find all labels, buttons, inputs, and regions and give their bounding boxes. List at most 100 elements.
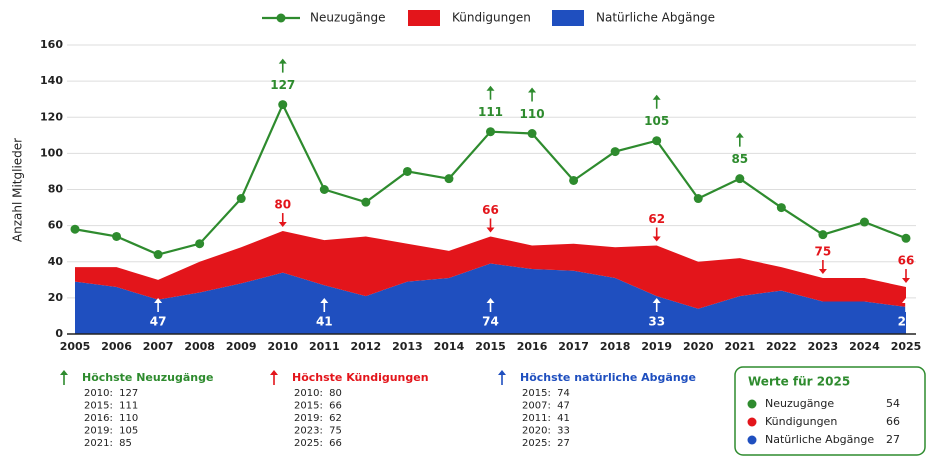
point (610, 147, 620, 157)
x-tick-label: 2017 (558, 340, 589, 353)
y-tick-label: 160 (40, 38, 63, 51)
x-tick-label: 2014 (434, 340, 465, 353)
box-dot (747, 417, 757, 427)
point (569, 175, 579, 185)
highlight-label: 33 (648, 315, 665, 329)
summary-line: 2025: 66 (294, 438, 342, 449)
point (236, 194, 246, 204)
point (693, 194, 703, 204)
summary-title: Höchste Neuzugänge (82, 371, 213, 384)
point (112, 231, 122, 241)
x-tick-label: 2011 (309, 340, 340, 353)
x-tick-label: 2016 (517, 340, 548, 353)
arrow-head (902, 278, 910, 284)
arrow-head (652, 94, 661, 100)
highlight-label: 75 (815, 245, 832, 259)
summary-line: 2025: 27 (522, 438, 570, 449)
summary-title: Höchste Kündigungen (292, 371, 429, 384)
point (361, 197, 371, 207)
highlight-label: 27 (898, 315, 915, 329)
arrow-head (818, 269, 827, 275)
point (776, 203, 786, 213)
arrow-head (486, 85, 495, 91)
legend-label: Neuzugänge (310, 11, 385, 25)
box-value: 27 (886, 433, 900, 446)
y-tick-label: 80 (48, 183, 64, 196)
area (75, 231, 906, 309)
summary-line: 2011: 41 (522, 413, 570, 424)
point (444, 174, 454, 184)
arrow-head (498, 370, 506, 375)
point (901, 233, 911, 243)
summary-line: 2023: 75 (294, 426, 342, 437)
highlight-label: 41 (316, 315, 333, 329)
x-tick-label: 2012 (351, 340, 382, 353)
arrow-head (528, 87, 537, 93)
summary-line: 2015: 111 (84, 401, 138, 412)
summary-line: 2020: 33 (522, 426, 570, 437)
x-tick-label: 2008 (184, 340, 215, 353)
highlight-label: 66 (898, 254, 915, 268)
arrow-head (652, 236, 661, 242)
box-dot (747, 435, 757, 445)
arrow-head (486, 227, 495, 233)
point (486, 127, 495, 137)
y-tick-label: 100 (40, 146, 63, 159)
box-dot (747, 399, 757, 409)
x-tick-label: 2006 (101, 340, 132, 353)
highlight-label: 62 (648, 212, 665, 226)
x-tick-label: 2020 (683, 340, 714, 353)
arrow-head (278, 222, 287, 228)
arrow-head (270, 370, 278, 375)
x-tick-label: 2022 (766, 340, 797, 353)
arrow-head (60, 370, 68, 375)
legend-swatch (552, 10, 584, 26)
summary-line: 2021: 85 (84, 438, 132, 449)
point (153, 250, 163, 260)
point (735, 174, 745, 184)
arrow-head (278, 58, 287, 64)
summary-line: 2019: 62 (294, 413, 342, 424)
value-box (734, 366, 926, 456)
point (652, 136, 662, 146)
summary-line: 2007: 47 (522, 401, 570, 412)
arrow-head (320, 298, 329, 303)
x-tick-label: 2021 (724, 340, 755, 353)
highlight-label: 127 (270, 78, 295, 92)
x-tick-label: 2018 (600, 340, 631, 353)
x-tick-label: 2010 (267, 340, 298, 353)
point (527, 129, 537, 139)
highlight-label: 80 (274, 198, 291, 212)
box-name: Neuzugänge (765, 397, 834, 410)
highlight-label: 66 (482, 203, 499, 217)
summary-line: 2010: 127 (84, 388, 138, 399)
y-tick-label: 120 (40, 110, 63, 123)
summary-line: 2015: 74 (522, 388, 570, 399)
point (402, 166, 412, 176)
y-tick-label: 60 (48, 219, 64, 232)
highlight-label: 74 (482, 315, 499, 329)
y-tick-label: 0 (55, 327, 63, 340)
legend-label: Kündigungen (452, 11, 531, 25)
y-axis-label: Anzahl Mitglieder (11, 138, 25, 242)
summary-line: 2019: 105 (84, 426, 138, 437)
legend-swatch (276, 13, 286, 23)
x-tick-label: 2025 (891, 340, 922, 353)
point (278, 100, 288, 110)
y-tick-label: 140 (40, 74, 63, 87)
legend-label: Natürliche Abgänge (596, 11, 715, 25)
x-tick-label: 2013 (392, 340, 423, 353)
x-tick-label: 2007 (143, 340, 174, 353)
x-tick-label: 2024 (849, 340, 880, 353)
box-title: Werte für 2025 (748, 375, 850, 389)
summary-line: 2010: 80 (294, 388, 342, 399)
arrow-head (154, 298, 163, 303)
summary-line: 2016: 110 (84, 413, 138, 424)
box-name: Kündigungen (765, 415, 837, 428)
box-name: Natürliche Abgänge (765, 433, 874, 446)
point (859, 217, 869, 227)
highlight-label: 110 (520, 107, 545, 121)
y-tick-label: 20 (48, 291, 64, 304)
y-tick-label: 40 (48, 255, 64, 268)
